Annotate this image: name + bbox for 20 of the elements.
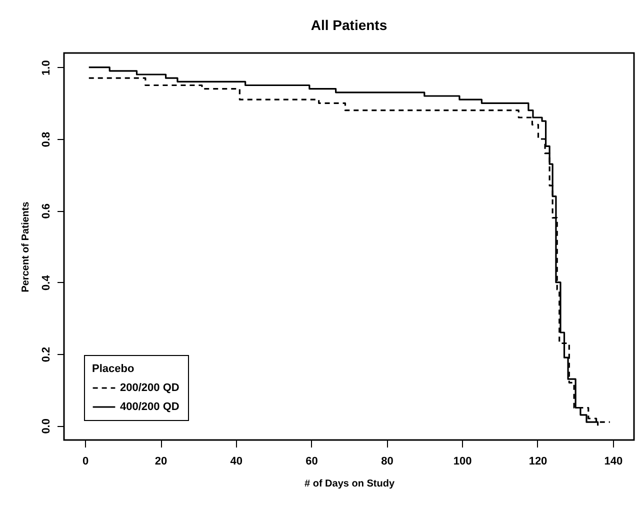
x-tick-label: 100: [453, 456, 472, 468]
y-axis-title: Percent of Patients: [20, 201, 32, 292]
y-tick-label: 0.0: [40, 418, 52, 434]
y-tick-label: 0.8: [40, 132, 52, 148]
x-tick-label: 80: [381, 456, 394, 468]
y-tick-label: 0.4: [40, 274, 52, 290]
x-tick-label: 40: [230, 456, 243, 468]
legend-label: 200/200 QD: [120, 382, 180, 394]
x-axis-title: # of Days on Study: [304, 478, 395, 490]
legend-label: 400/200 QD: [120, 401, 180, 413]
y-tick-label: 0.6: [40, 204, 52, 219]
x-tick-label: 20: [154, 456, 168, 468]
y-tick-label: 0.2: [40, 346, 52, 362]
x-tick-label: 140: [604, 456, 623, 468]
y-tick-label: 1.0: [40, 60, 52, 76]
chart-title: All Patients: [310, 17, 388, 33]
x-tick-label: 120: [528, 456, 548, 468]
x-tick-label: 0: [82, 456, 89, 468]
x-tick-label: 60: [306, 456, 318, 468]
legend-title: Placebo: [92, 363, 134, 375]
